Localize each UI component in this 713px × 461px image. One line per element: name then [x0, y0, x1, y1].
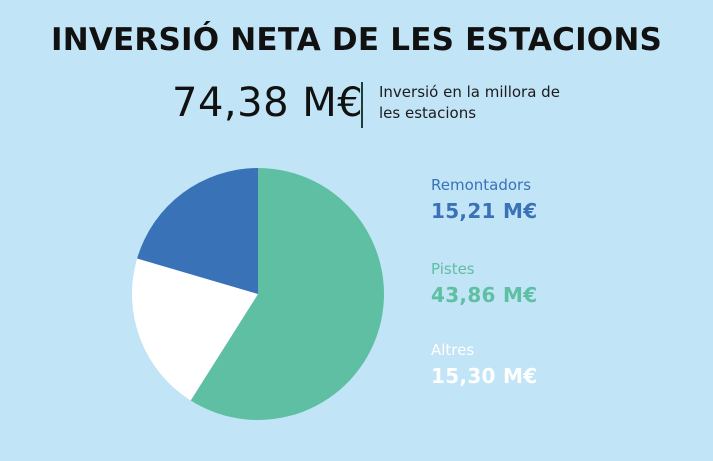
pie-slice-pistes	[190, 168, 384, 420]
legend-item-remuntadors: Remontadors 15,21 M€	[431, 176, 537, 223]
pie-chart	[131, 168, 384, 420]
legend-value-pistes: 43,86 M€	[431, 283, 538, 307]
legend-value-altres: 15,30 M€	[431, 364, 538, 388]
legend-item-altres: Altres 15,30 M€	[431, 341, 537, 388]
total-description: Inversió en la millora de les estacions	[379, 83, 560, 122]
divider	[361, 82, 363, 128]
legend-label-altres: Altres	[431, 341, 475, 359]
legend-value-remuntadors: 15,21 M€	[431, 199, 538, 223]
legend-label-pistes: Pistes	[431, 260, 475, 278]
pie-slice-altres	[131, 258, 258, 401]
legend-label-remuntadors: Remontadors	[431, 176, 532, 194]
chart-title: INVERSIÓ NETA DE LES ESTACIONS	[50, 22, 663, 58]
total-investment: 74,38 M€	[172, 80, 364, 126]
legend-item-pistes: Pistes 43,86 M€	[431, 260, 537, 307]
pie-slice-remontadors	[137, 168, 258, 294]
